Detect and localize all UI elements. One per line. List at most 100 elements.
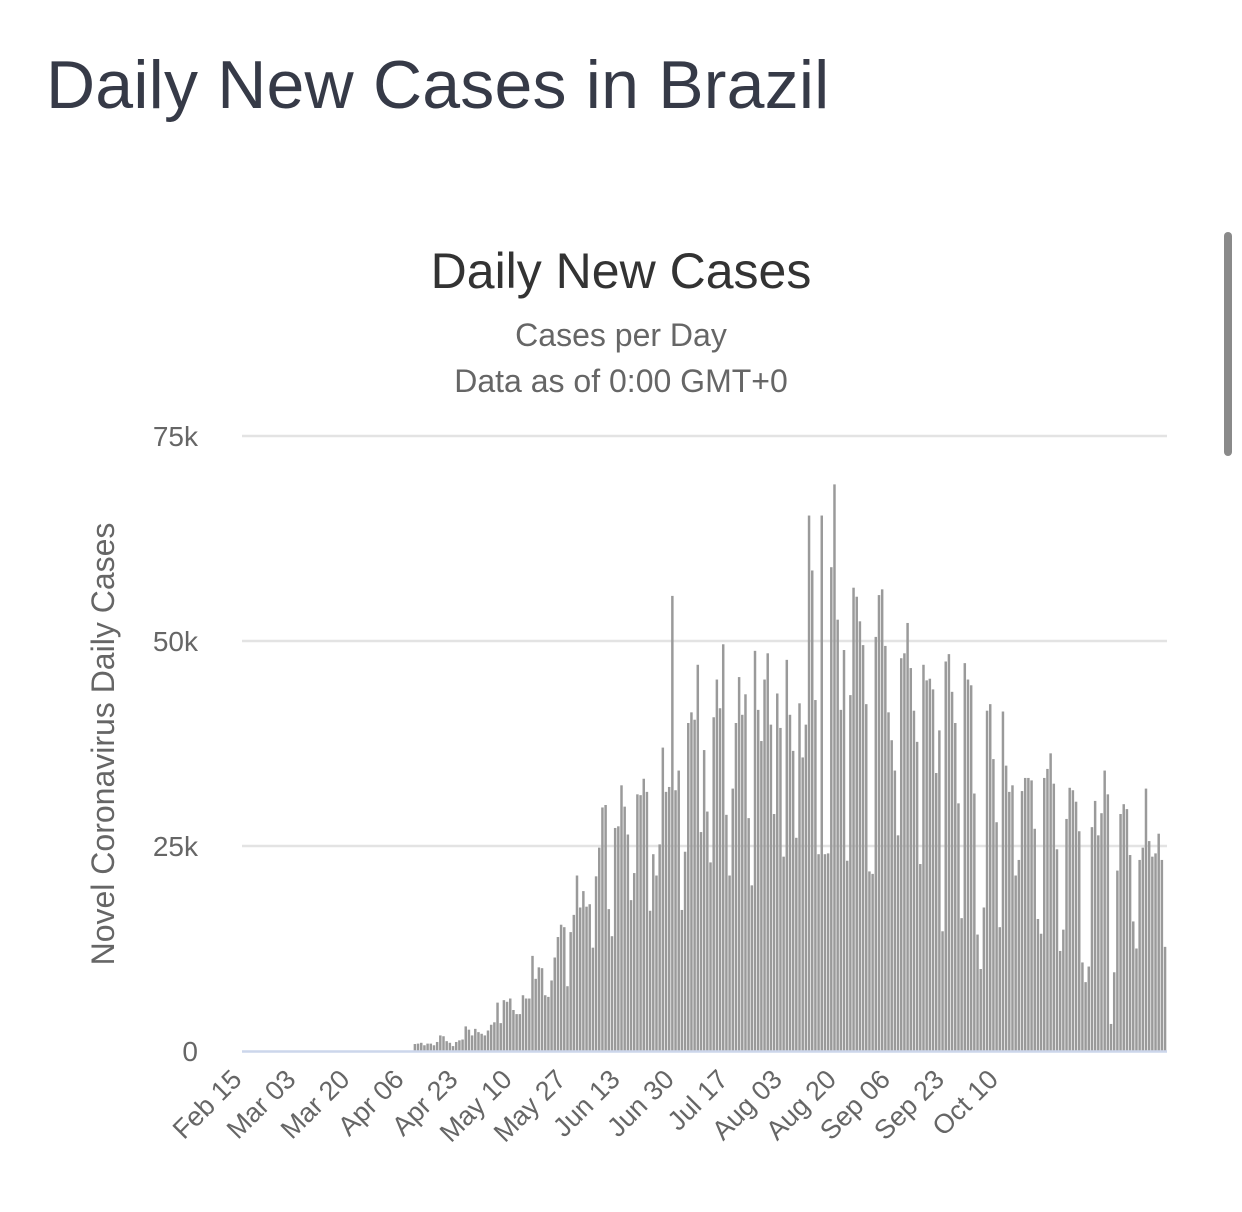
chart-bar[interactable]	[664, 791, 668, 1051]
chart-bar[interactable]	[715, 679, 719, 1051]
chart-bar[interactable]	[884, 645, 887, 1051]
chart-bar[interactable]	[448, 1042, 452, 1051]
chart-bar[interactable]	[969, 685, 973, 1051]
chart-bar[interactable]	[954, 723, 957, 1051]
chart-bar[interactable]	[578, 907, 582, 1052]
chart-bar[interactable]	[1043, 777, 1046, 1051]
chart-bar[interactable]	[1081, 962, 1084, 1051]
chart-bar[interactable]	[992, 759, 995, 1051]
chart-bar[interactable]	[988, 704, 992, 1051]
chart-bar[interactable]	[435, 1041, 439, 1051]
chart-bar[interactable]	[543, 995, 547, 1051]
chart-bar[interactable]	[696, 664, 700, 1051]
chart-bar[interactable]	[728, 875, 731, 1051]
chart-bar[interactable]	[458, 1040, 461, 1051]
chart-bar[interactable]	[416, 1043, 420, 1051]
chart-bar[interactable]	[604, 805, 607, 1051]
chart-bar[interactable]	[823, 854, 827, 1051]
chart-bar[interactable]	[486, 1030, 490, 1052]
chart-bar[interactable]	[632, 873, 636, 1051]
chart-bar[interactable]	[915, 741, 919, 1051]
chart-bar[interactable]	[439, 1035, 442, 1051]
chart-bar[interactable]	[607, 909, 611, 1051]
chart-bar[interactable]	[1036, 918, 1040, 1051]
chart-bar[interactable]	[1058, 950, 1062, 1051]
chart-bar[interactable]	[1138, 859, 1141, 1051]
chart-bar[interactable]	[1065, 818, 1068, 1051]
chart-bar[interactable]	[617, 826, 620, 1051]
chart-bar[interactable]	[1116, 870, 1119, 1051]
chart-bar[interactable]	[1112, 972, 1116, 1051]
chart-bar[interactable]	[919, 864, 922, 1051]
chart-bar[interactable]	[445, 1041, 448, 1051]
chart-bar[interactable]	[966, 679, 970, 1051]
chart-bar[interactable]	[1097, 835, 1100, 1051]
chart-bar[interactable]	[1001, 711, 1005, 1051]
scrollbar[interactable]	[1224, 232, 1232, 456]
chart-bar[interactable]	[528, 998, 531, 1051]
chart-bar[interactable]	[1017, 859, 1021, 1051]
chart-bar[interactable]	[1078, 831, 1081, 1051]
chart-bar[interactable]	[814, 700, 817, 1051]
chart-bar[interactable]	[855, 596, 858, 1051]
chart-bar[interactable]	[1071, 790, 1075, 1051]
chart-bar[interactable]	[890, 740, 893, 1051]
chart-bar[interactable]	[807, 515, 811, 1051]
chart-bar[interactable]	[556, 937, 560, 1051]
chart-bar[interactable]	[766, 653, 769, 1051]
chart-bar[interactable]	[585, 906, 588, 1051]
chart-bar[interactable]	[461, 1039, 464, 1051]
chart-bar[interactable]	[744, 694, 747, 1051]
chart-bar[interactable]	[569, 932, 572, 1051]
chart-bar[interactable]	[830, 567, 833, 1051]
chart-bar[interactable]	[699, 832, 703, 1051]
chart-bar[interactable]	[572, 914, 576, 1051]
chart-bar[interactable]	[877, 595, 881, 1051]
chart-bar[interactable]	[601, 807, 604, 1051]
chart-bar[interactable]	[480, 1033, 483, 1051]
chart-bar[interactable]	[629, 900, 633, 1051]
chart-bar[interactable]	[550, 980, 553, 1051]
chart-bar[interactable]	[1090, 827, 1094, 1051]
chart-bar[interactable]	[756, 709, 760, 1051]
chart-bar[interactable]	[1109, 1023, 1113, 1051]
chart-bar[interactable]	[785, 659, 789, 1051]
chart-bar[interactable]	[645, 791, 649, 1051]
chart-bar[interactable]	[782, 856, 785, 1051]
chart-bar[interactable]	[499, 1023, 502, 1051]
chart-bar[interactable]	[626, 834, 630, 1051]
chart-bar[interactable]	[1093, 800, 1097, 1051]
chart-bar[interactable]	[804, 724, 808, 1051]
chart-bar[interactable]	[1046, 768, 1049, 1051]
chart-bar[interactable]	[817, 854, 820, 1051]
chart-bar[interactable]	[922, 664, 925, 1051]
chart-bar[interactable]	[667, 786, 671, 1051]
chart-bar[interactable]	[674, 790, 677, 1051]
chart-bar[interactable]	[512, 1010, 515, 1051]
chart-bar[interactable]	[995, 822, 998, 1051]
chart-bar[interactable]	[1087, 966, 1091, 1051]
chart-bar[interactable]	[865, 704, 868, 1051]
chart-bar[interactable]	[973, 793, 976, 1051]
chart-bar[interactable]	[655, 875, 658, 1051]
chart-bar[interactable]	[540, 968, 544, 1051]
chart-bar[interactable]	[413, 1044, 417, 1051]
chart-bar[interactable]	[1062, 929, 1065, 1051]
chart-bar[interactable]	[871, 873, 874, 1051]
chart-bar[interactable]	[1163, 946, 1167, 1051]
chart-bar[interactable]	[1020, 791, 1024, 1051]
chart-bar[interactable]	[1055, 849, 1059, 1051]
chart-bar[interactable]	[1125, 809, 1129, 1051]
chart-bar[interactable]	[938, 730, 941, 1051]
chart-bar[interactable]	[636, 794, 639, 1051]
chart-bar[interactable]	[671, 595, 674, 1051]
chart-bar[interactable]	[820, 515, 823, 1051]
chart-bar[interactable]	[509, 998, 512, 1051]
chart-bar[interactable]	[836, 619, 839, 1051]
chart-bar[interactable]	[896, 835, 900, 1051]
chart-bar[interactable]	[1004, 765, 1008, 1051]
chart-bar[interactable]	[769, 724, 773, 1051]
chart-bar[interactable]	[1039, 933, 1043, 1051]
chart-bar[interactable]	[639, 795, 642, 1051]
chart-bar[interactable]	[493, 1022, 496, 1051]
